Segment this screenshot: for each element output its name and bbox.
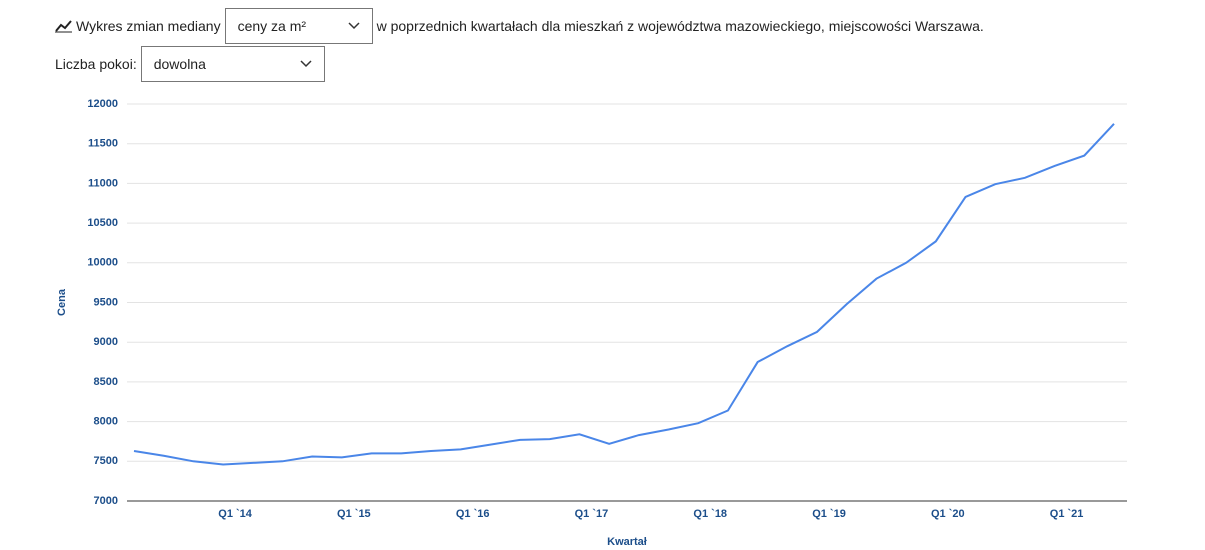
y-tick-label: 12000 [87, 98, 118, 110]
y-tick-label: 11500 [88, 138, 118, 150]
prefix: Wykres zmian mediany [76, 18, 221, 34]
series-line [133, 123, 1115, 466]
chevron [300, 60, 312, 68]
y-tick-label: 9000 [94, 336, 118, 348]
metric-select[interactable]: ceny za m² [224, 8, 373, 44]
chevron [348, 22, 360, 30]
x-tick-label: Q1 `14 [218, 508, 253, 520]
rooms-label: Liczba pokoi: [55, 56, 137, 72]
y-tick-label: 10500 [87, 217, 118, 229]
chart-icon [55, 20, 72, 33]
select-value: dowolna [153, 56, 206, 72]
x-tick-label: Q1 `17 [575, 508, 609, 520]
y-tick-label: 11000 [88, 177, 118, 189]
y-axis-title: Cena [56, 288, 68, 316]
y-tick-label: 7500 [94, 455, 118, 467]
x-tick-label: Q1 `21 [1050, 508, 1084, 520]
x-tick-label: Q1 `18 [693, 508, 727, 520]
rooms-row: Liczba pokoi: dowolna [55, 46, 329, 82]
y-tick-label: 8000 [94, 416, 118, 428]
y-tick-label: 9500 [94, 296, 118, 308]
y-tick-label: 8500 [94, 376, 118, 388]
header-row: Wykres zmian mediany ceny za m² w poprze… [55, 8, 984, 44]
rooms-select[interactable]: dowolna [140, 46, 325, 82]
x-tick-label: Q1 `20 [931, 508, 965, 520]
x-axis-title: Kwartał [607, 536, 647, 548]
suffix: w poprzednich kwartałach dla mieszkań z … [376, 18, 984, 34]
chart: 7000 7500 8000 8500 9000 9500 10000 10500 11000 1… [56, 98, 1127, 548]
x-tick-label: Q1 `16 [456, 508, 490, 520]
y-tick-label: 10000 [87, 257, 118, 269]
x-tick-label: Q1 `15 [337, 508, 371, 520]
x-tick-label: Q1 `19 [812, 508, 846, 520]
y-tick-label: 7000 [94, 495, 118, 507]
select-value: ceny za m² [237, 18, 307, 34]
